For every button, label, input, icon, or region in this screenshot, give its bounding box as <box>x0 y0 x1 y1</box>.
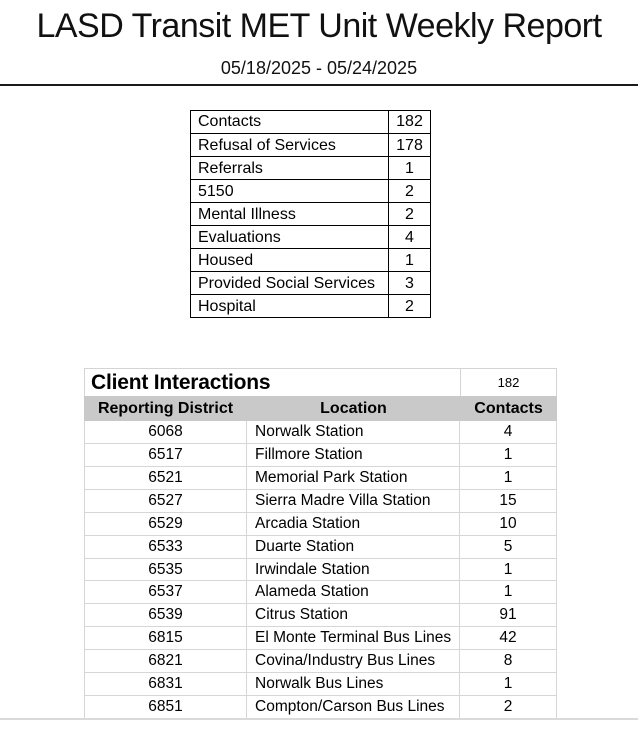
table-row: 6529 Arcadia Station 10 <box>84 512 557 536</box>
table-row: 6517 Fillmore Station 1 <box>84 443 557 467</box>
table-row: 6821 Covina/Industry Bus Lines 8 <box>84 650 557 674</box>
cell-location: Citrus Station <box>247 604 460 627</box>
summary-label: Refusal of Services <box>191 134 389 156</box>
client-interactions-body: 6068 Norwalk Station 4 6517 Fillmore Sta… <box>84 421 557 719</box>
cell-reporting-district: 6537 <box>84 581 247 604</box>
summary-label: Referrals <box>191 157 389 179</box>
cell-contacts: 15 <box>460 489 557 512</box>
summary-row: Referrals 1 <box>191 156 430 179</box>
summary-value: 178 <box>396 137 423 154</box>
table-row: 6831 Norwalk Bus Lines 1 <box>84 673 557 697</box>
summary-row: Hospital 2 <box>191 294 430 317</box>
summary-row: 5150 2 <box>191 179 430 202</box>
column-header-location: Location <box>320 400 387 417</box>
column-header-contacts: Contacts <box>474 400 543 417</box>
cell-contacts: 4 <box>460 421 557 443</box>
summary-value: 1 <box>405 160 414 177</box>
summary-row: Contacts 182 <box>191 111 430 133</box>
date-range: 05/18/2025 - 05/24/2025 <box>220 58 418 78</box>
summary-row: Provided Social Services 3 <box>191 271 430 294</box>
cell-reporting-district: 6529 <box>84 512 247 535</box>
page-title: LASD Transit MET Unit Weekly Report <box>36 7 602 45</box>
client-interactions-title: Client Interactions <box>91 371 271 394</box>
cell-contacts: 1 <box>460 466 557 489</box>
table-row: 6535 Irwindale Station 1 <box>84 558 557 582</box>
summary-label: Provided Social Services <box>191 272 389 294</box>
cell-contacts: 1 <box>460 673 557 696</box>
summary-row: Evaluations 4 <box>191 225 430 248</box>
cell-location: Duarte Station <box>247 535 460 558</box>
column-header-reporting-district: Reporting District <box>97 400 234 417</box>
cell-location: Norwalk Station <box>247 421 460 443</box>
table-row: 6815 El Monte Terminal Bus Lines 42 <box>84 627 557 651</box>
cell-location: Alameda Station <box>247 581 460 604</box>
header-divider <box>0 84 638 86</box>
summary-row: Mental Illness 2 <box>191 202 430 225</box>
summary-value: 4 <box>405 229 414 246</box>
table-row: 6539 Citrus Station 91 <box>84 604 557 628</box>
summary-value: 2 <box>405 206 414 223</box>
cell-reporting-district: 6831 <box>84 673 247 696</box>
cell-location: Memorial Park Station <box>247 466 460 489</box>
cell-reporting-district: 6821 <box>84 650 247 673</box>
summary-label: Hospital <box>191 295 389 317</box>
table-row: 6851 Compton/Carson Bus Lines 2 <box>84 696 557 719</box>
cell-location: El Monte Terminal Bus Lines <box>247 627 460 650</box>
summary-value: 2 <box>405 183 414 200</box>
cell-reporting-district: 6521 <box>84 466 247 489</box>
summary-label: 5150 <box>191 180 389 202</box>
cell-location: Irwindale Station <box>247 558 460 581</box>
summary-row: Refusal of Services 178 <box>191 133 430 156</box>
summary-label: Contacts <box>191 111 389 133</box>
table-row: 6537 Alameda Station 1 <box>84 581 557 605</box>
cell-reporting-district: 6517 <box>84 443 247 466</box>
summary-value: 3 <box>405 275 414 292</box>
cell-contacts: 5 <box>460 535 557 558</box>
cell-contacts: 1 <box>460 581 557 604</box>
cell-contacts: 1 <box>460 558 557 581</box>
cell-reporting-district: 6815 <box>84 627 247 650</box>
cell-reporting-district: 6539 <box>84 604 247 627</box>
summary-value: 2 <box>405 298 414 315</box>
cell-location: Sierra Madre Villa Station <box>247 489 460 512</box>
client-interactions-title-row: Client Interactions 182 <box>84 368 557 396</box>
client-interactions-header-row: Reporting District Location Contacts <box>84 396 557 421</box>
cell-location: Fillmore Station <box>247 443 460 466</box>
table-row: 6527 Sierra Madre Villa Station 15 <box>84 489 557 513</box>
cell-reporting-district: 6533 <box>84 535 247 558</box>
summary-label: Mental Illness <box>191 203 389 225</box>
cell-location: Covina/Industry Bus Lines <box>247 650 460 673</box>
cell-reporting-district: 6527 <box>84 489 247 512</box>
cell-contacts: 10 <box>460 512 557 535</box>
bottom-page-divider <box>0 718 638 720</box>
cell-reporting-district: 6851 <box>84 696 247 718</box>
cell-contacts: 91 <box>460 604 557 627</box>
table-row: 6533 Duarte Station 5 <box>84 535 557 559</box>
summary-table: Contacts 182 Refusal of Services 178 Ref… <box>190 110 431 318</box>
cell-reporting-district: 6535 <box>84 558 247 581</box>
cell-location: Norwalk Bus Lines <box>247 673 460 696</box>
summary-value: 182 <box>396 113 423 130</box>
cell-contacts: 2 <box>460 696 557 718</box>
client-interactions-table: Client Interactions 182 Reporting Distri… <box>84 368 557 719</box>
client-interactions-total: 182 <box>460 369 556 396</box>
table-row: 6521 Memorial Park Station 1 <box>84 466 557 490</box>
summary-value: 1 <box>405 252 414 269</box>
cell-contacts: 8 <box>460 650 557 673</box>
cell-reporting-district: 6068 <box>84 421 247 443</box>
summary-label: Evaluations <box>191 226 389 248</box>
cell-contacts: 42 <box>460 627 557 650</box>
summary-label: Housed <box>191 249 389 271</box>
cell-contacts: 1 <box>460 443 557 466</box>
table-row: 6068 Norwalk Station 4 <box>84 421 557 444</box>
summary-row: Housed 1 <box>191 248 430 271</box>
cell-location: Arcadia Station <box>247 512 460 535</box>
cell-location: Compton/Carson Bus Lines <box>247 696 460 718</box>
